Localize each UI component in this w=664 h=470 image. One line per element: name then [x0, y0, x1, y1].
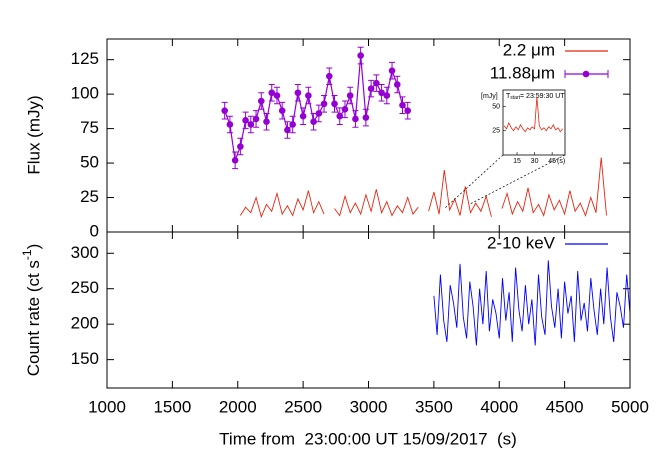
data-line — [240, 157, 607, 219]
y-tick-label: 0 — [90, 221, 99, 240]
y-tick-label: 150 — [71, 349, 99, 368]
data-point — [362, 114, 370, 121]
data-point — [331, 100, 338, 108]
data-point — [341, 106, 349, 113]
y-tick-label: 100 — [71, 84, 99, 103]
data-point — [320, 100, 328, 108]
x-tick-label: 1000 — [88, 397, 126, 416]
inset-line — [503, 96, 564, 133]
data-point — [247, 121, 255, 128]
data-line — [433, 260, 631, 346]
legend-label: 2.2 μm — [503, 40, 555, 59]
y-tick-label: 200 — [71, 314, 99, 333]
y-axis-title: Flux (mJy) — [24, 95, 43, 174]
x-tick-label: 3500 — [415, 397, 453, 416]
x-tick-label: 2000 — [219, 397, 257, 416]
legend-cap — [564, 70, 609, 78]
y-axis-title-part: ) — [24, 244, 43, 250]
data-point — [352, 115, 359, 123]
data-point — [346, 92, 354, 99]
data-point — [388, 67, 396, 75]
inset-x-tick-label: 45 — [548, 158, 556, 165]
data-point — [399, 101, 406, 109]
inset-y-tick-label: 25 — [492, 128, 500, 135]
data-point — [367, 85, 375, 92]
y-tick-label: 50 — [80, 153, 99, 172]
data-point — [357, 52, 364, 59]
data-point — [315, 110, 323, 117]
legend-label: 11.88μm — [490, 63, 555, 82]
y-tick-label: 125 — [71, 49, 99, 68]
x-tick-label: 3000 — [350, 397, 388, 416]
x-tick-label: 4000 — [480, 397, 518, 416]
data-point — [226, 121, 234, 128]
y-axis-title-part: Count rate (ct s — [24, 260, 43, 376]
inset-title-part: = 23:59:30 UT — [520, 93, 565, 100]
inset-title: Tstart= 23:59:30 UT — [506, 93, 565, 101]
y-tick-label: 250 — [71, 278, 99, 297]
plot-frame — [106, 231, 631, 389]
x-tick-label: 4500 — [546, 397, 584, 416]
data-point — [231, 157, 239, 164]
data-point — [325, 72, 333, 80]
data-point — [299, 112, 307, 120]
y-axis-title: Count rate (ct s-1) — [20, 244, 43, 377]
x-tick-label: 5000 — [611, 397, 649, 416]
data-point — [268, 89, 276, 97]
inset-title-part: T — [506, 93, 511, 100]
data-point — [263, 118, 270, 126]
data-point — [404, 107, 412, 114]
connector — [444, 154, 566, 209]
data-point — [383, 92, 391, 99]
data-point — [278, 107, 286, 114]
x-axis-title: Time from 23:00:00 UT 15/09/2017 (s) — [219, 429, 517, 448]
data-point — [252, 115, 260, 123]
data-point — [257, 97, 265, 105]
data-point — [289, 121, 296, 128]
inset-x-label: (s) — [557, 158, 565, 165]
y-tick-label: 25 — [80, 187, 99, 206]
inset-background — [502, 89, 566, 156]
data-point — [284, 126, 291, 134]
data-point — [237, 143, 244, 150]
y-axis-title-sup: -1 — [20, 249, 34, 260]
data-point — [294, 89, 302, 97]
data-point — [310, 118, 317, 126]
x-tick-label: 1500 — [153, 397, 191, 416]
inset-y-label: [mJy] — [481, 93, 498, 100]
data-point — [221, 107, 228, 114]
data-point — [373, 79, 380, 87]
data-point — [378, 89, 385, 97]
data-point — [273, 92, 281, 99]
y-tick-label: 300 — [71, 243, 99, 262]
inset-y-tick-label: 50 — [492, 103, 500, 110]
x-tick-label: 2500 — [284, 397, 322, 416]
data-point — [336, 112, 344, 120]
inset-x-tick-label: 30 — [531, 158, 539, 165]
inset-x-tick-label: 15 — [513, 158, 521, 165]
data-point — [242, 117, 249, 124]
legend-marker — [582, 70, 590, 78]
inset-title-sub: start — [510, 95, 520, 101]
data-point — [393, 81, 401, 88]
legend-label: 2-10 keV — [487, 233, 556, 252]
y-tick-label: 75 — [80, 118, 99, 137]
data-point — [305, 92, 312, 99]
